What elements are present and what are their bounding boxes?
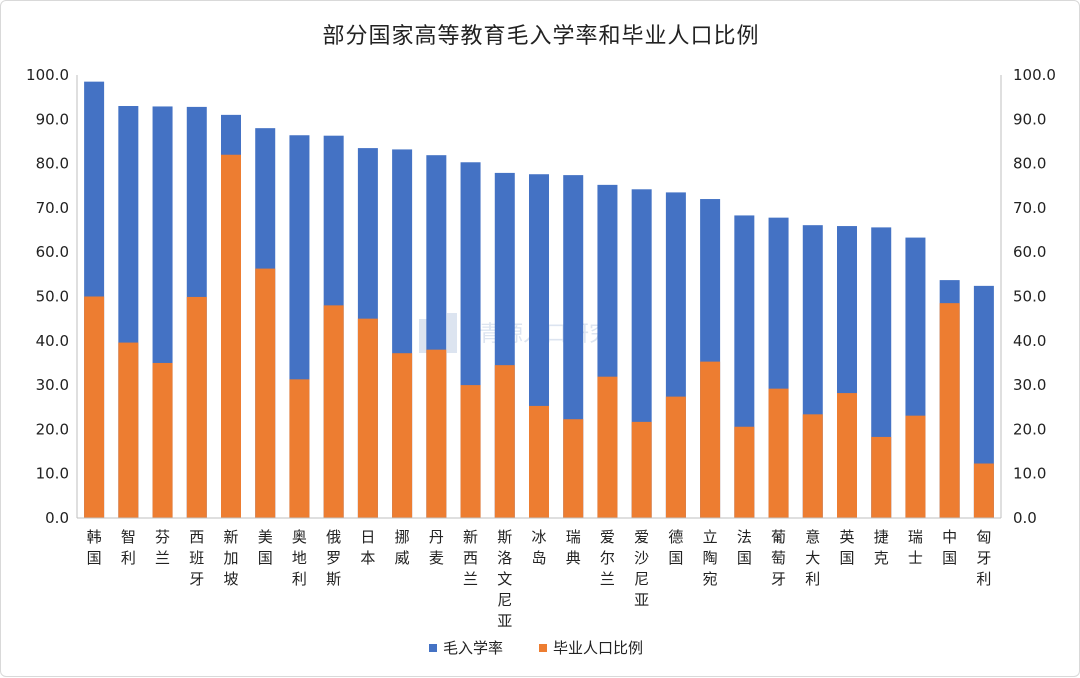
x-tick-label: 日本 [360,528,375,567]
bar-graduate-ratio [255,268,276,518]
y-tick-right: 40.0 [1013,332,1046,350]
x-tick-label: 匈牙利 [976,528,991,588]
bar-graduate-ratio [323,305,344,518]
legend-label-graduate-ratio: 毕业人口比例 [553,639,643,657]
y-tick-right: 80.0 [1013,155,1046,173]
x-tick-label: 丹麦 [429,528,444,567]
bar-graduate-ratio [871,436,892,518]
bar-graduate-ratio [631,421,652,518]
y-tick-right: 0.0 [1013,509,1037,527]
y-tick-right: 60.0 [1013,243,1046,261]
bar-graduate-ratio [118,342,139,518]
y-tick-right: 20.0 [1013,420,1046,438]
x-tick-label: 奥地利 [292,528,307,588]
bar-graduate-ratio [768,388,789,518]
y-tick-right: 100.0 [1013,66,1056,84]
x-tick-label: 新西兰 [463,528,478,588]
bar-graduate-ratio [837,393,857,518]
bar-graduate-ratio [973,463,994,518]
x-tick-label: 瑞士 [908,528,923,567]
x-tick-label: 斯洛文尼亚 [497,528,512,630]
x-tick-label: 爱沙尼亚 [634,528,649,609]
x-tick-label: 韩国 [87,528,102,567]
y-tick-left: 30.0 [36,376,69,394]
x-tick-label: 瑞典 [566,528,581,567]
y-tick-right: 10.0 [1013,465,1046,483]
bar-graduate-ratio [597,376,618,518]
y-tick-right: 30.0 [1013,376,1046,394]
bar-graduate-ratio [460,385,481,518]
chart-title: 部分国家高等教育毛入学率和毕业人口比例 [322,24,759,49]
y-tick-left: 60.0 [36,243,69,261]
y-tick-left: 100.0 [26,66,69,84]
bar-graduate-ratio [905,415,926,518]
x-tick-label: 智利 [121,528,136,567]
x-tick-label: 英国 [839,528,854,567]
x-tick-label: 捷克 [874,528,889,567]
y-tick-left: 0.0 [45,509,69,527]
bar-graduate-ratio [939,303,960,518]
x-tick-label: 法国 [737,528,752,567]
y-tick-left: 80.0 [36,155,69,173]
legend-swatch-graduate-ratio [539,644,547,652]
bar-graduate-ratio [734,426,755,518]
y-tick-left: 70.0 [36,199,69,217]
y-tick-right: 70.0 [1013,199,1046,217]
bar-graduate-ratio [563,419,584,518]
bar-graduate-ratio [494,365,515,518]
bar-graduate-ratio [665,396,686,518]
y-tick-right: 90.0 [1013,110,1046,128]
legend-label-gross-enrollment: 毛入学率 [443,639,503,657]
bar-graduate-ratio [802,414,823,518]
x-tick-label: 挪威 [395,528,410,567]
y-tick-left: 20.0 [36,420,69,438]
x-tick-label: 冰岛 [531,528,546,567]
y-tick-left: 10.0 [36,465,69,483]
y-tick-left: 90.0 [36,110,69,128]
y-tick-left: 40.0 [36,332,69,350]
bar-graduate-ratio [186,296,207,518]
x-tick-label: 葡萄牙 [771,528,786,588]
bar-graduate-ratio [700,361,721,518]
x-tick-label: 西班牙 [189,528,204,588]
bar-gross-enrollment [973,285,994,518]
x-tick-label: 立陶宛 [703,528,718,588]
bar-graduate-ratio [221,154,241,519]
y-tick-left: 50.0 [36,288,69,306]
x-tick-label: 德国 [668,528,683,567]
x-tick-label: 美国 [258,528,273,567]
x-tick-label: 芬兰 [155,528,170,567]
x-tick-label: 意大利 [805,528,820,588]
x-tick-label: 中国 [942,528,957,567]
bar-graduate-ratio [152,362,173,518]
y-tick-right: 50.0 [1013,288,1046,306]
bar-graduate-ratio [357,318,378,518]
bar-graduate-ratio [289,379,310,518]
x-tick-label: 新加坡 [223,528,238,588]
legend-swatch-gross-enrollment [429,644,437,652]
bar-graduate-ratio [426,349,447,518]
x-tick-label: 爱尔兰 [600,528,615,588]
bar-graduate-ratio [84,296,105,518]
x-tick-label: 俄罗斯 [326,528,341,588]
bar-graduate-ratio [529,405,549,518]
bar-graduate-ratio [392,353,413,518]
